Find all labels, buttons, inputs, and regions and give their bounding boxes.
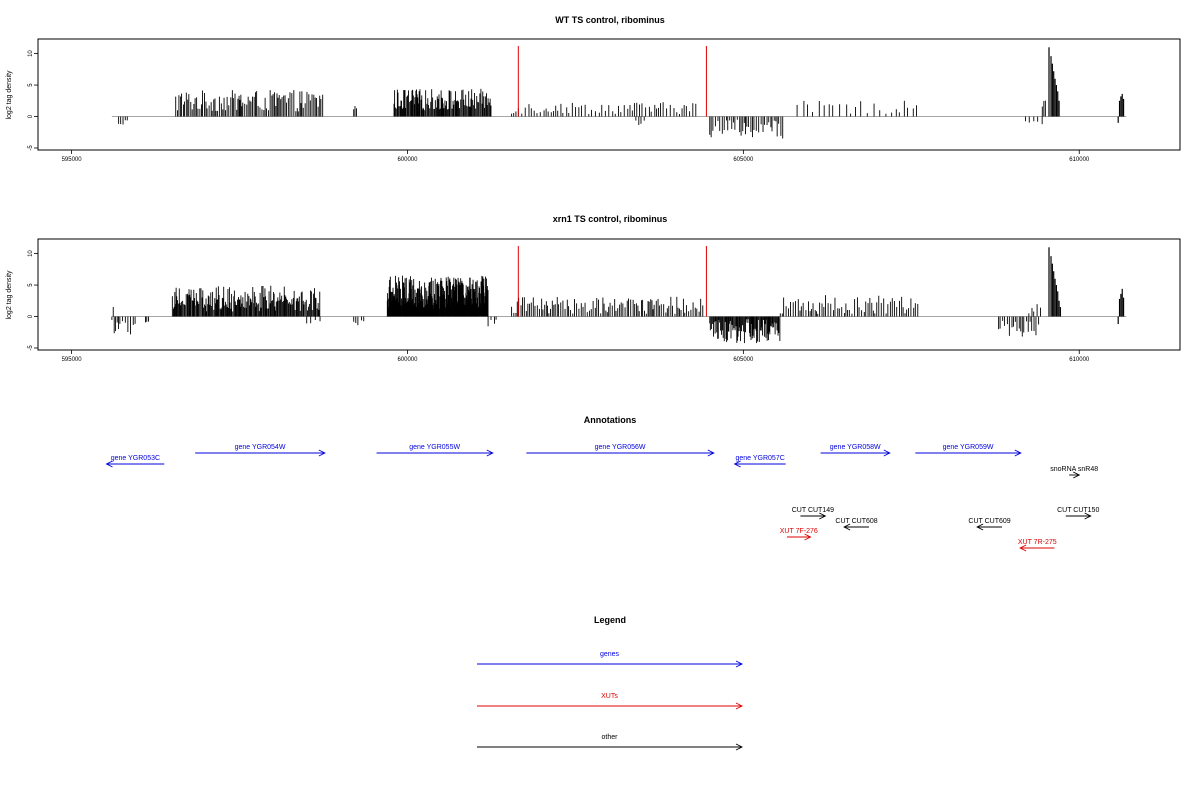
annotation-feature: gene YGR054W [195, 444, 326, 457]
feature-label: gene YGR058W [830, 444, 881, 451]
legend-label: other [602, 734, 619, 741]
legend-label: genes [600, 651, 620, 658]
y-tick-label: 10 [28, 250, 34, 257]
feature-arrow-head [1014, 449, 1022, 457]
feature-arrow-head [733, 460, 741, 468]
y-tick-label: 0 [28, 314, 34, 318]
annotation-feature: CUT CUT149 [792, 507, 834, 520]
feature-label: gene YGR056W [595, 444, 646, 451]
feature-label: CUT CUT149 [792, 507, 834, 514]
feature-arrow-head [883, 449, 891, 457]
annotation-feature: gene YGR059W [915, 444, 1022, 457]
wt-plot-frame [37, 38, 1181, 151]
legend-arrow-head [735, 660, 744, 668]
feature-arrow-head [105, 460, 113, 468]
x-tick-label: 605000 [733, 157, 754, 163]
legend-label: XUTs [601, 693, 618, 700]
y-tick-label: 5 [28, 283, 34, 287]
feature-label: gene YGR057C [735, 455, 784, 462]
xrn1-density-bars [111, 246, 1127, 344]
feature-label: CUT CUT608 [835, 518, 877, 525]
feature-arrow-head [486, 449, 494, 457]
legend-item: XUTs [477, 693, 744, 710]
annotation-feature: snoRNA snR48 [1050, 466, 1098, 479]
feature-label: XUT 7F-276 [780, 528, 818, 535]
feature-label: gene YGR055W [409, 444, 460, 451]
feature-arrow-head [1019, 544, 1027, 552]
feature-arrow-head [843, 523, 851, 531]
x-tick-label: 600000 [397, 357, 418, 363]
x-tick-label: 600000 [397, 157, 418, 163]
x-tick-label: 610000 [1069, 157, 1090, 163]
annotation-feature: gene YGR057C [733, 455, 786, 468]
annotation-feature: gene YGR053C [105, 455, 165, 468]
feature-label: CUT CUT609 [968, 518, 1010, 525]
annotation-feature: CUT CUT608 [835, 518, 878, 531]
x-tick-label: 610000 [1069, 357, 1090, 363]
feature-arrow-head [318, 449, 326, 457]
annotation-feature: gene YGR058W [820, 444, 891, 457]
wt-density-bars [111, 46, 1127, 139]
feature-label: CUT CUT150 [1057, 507, 1099, 514]
xrn1-x-ticks: 595000 600000 605000 610000 [62, 350, 1090, 363]
annotation-feature: XUT 7F-276 [780, 528, 818, 541]
feature-arrow-head [804, 533, 812, 541]
feature-arrow-head [976, 523, 984, 531]
feature-arrow-head [1084, 512, 1092, 520]
feature-arrow-head [707, 449, 715, 457]
legend-item: genes [477, 651, 744, 668]
feature-label: snoRNA snR48 [1050, 466, 1098, 473]
y-tick-label: -5 [28, 145, 34, 151]
legend-title: Legend [594, 615, 626, 625]
legend-arrow-head [735, 702, 744, 710]
xrn1-y-ticks: -5 0 5 10 [28, 250, 38, 351]
legend-arrow-head [735, 743, 744, 751]
xrn1-panel: xrn1 TS control, ribominus log2 tag dens… [6, 214, 1181, 363]
annotation-feature: XUT 7R-275 [1018, 539, 1057, 552]
xrn1-panel-title: xrn1 TS control, ribominus [553, 214, 668, 224]
wt-y-ticks: -5 0 5 10 [28, 50, 38, 151]
legend: Legend genes XUTs other [477, 615, 744, 751]
y-tick-label: 10 [28, 50, 34, 57]
annotation-feature: gene YGR055W [376, 444, 494, 457]
xrn1-y-axis-label: log2 tag density [6, 270, 13, 320]
annotation-feature: CUT CUT609 [968, 518, 1011, 531]
legend-items: genes XUTs other [477, 651, 744, 751]
annotation-feature: gene YGR056W [526, 444, 715, 457]
y-tick-label: -5 [28, 345, 34, 351]
annotations-title: Annotations [584, 415, 637, 425]
x-tick-label: 595000 [62, 157, 83, 163]
feature-label: XUT 7R-275 [1018, 539, 1057, 546]
x-tick-label: 595000 [62, 357, 83, 363]
x-tick-label: 605000 [733, 357, 754, 363]
annotation-features: gene YGR053C gene YGR054W gene YGR055W gene… [105, 444, 1099, 552]
feature-label: gene YGR059W [943, 444, 994, 451]
wt-x-ticks: 595000 600000 605000 610000 [62, 150, 1090, 163]
annotation-feature: CUT CUT150 [1057, 507, 1099, 520]
wt-panel-title: WT TS control, ribominus [555, 15, 665, 25]
xrn1-plot-frame [37, 238, 1181, 351]
wt-panel: WT TS control, ribominus log2 tag densit… [6, 15, 1181, 163]
y-tick-label: 0 [28, 114, 34, 118]
feature-arrow-head [1073, 471, 1081, 479]
y-tick-label: 5 [28, 83, 34, 87]
wt-y-axis-label: log2 tag density [6, 70, 13, 120]
legend-item: other [477, 734, 744, 751]
feature-label: gene YGR054W [235, 444, 286, 451]
feature-label: gene YGR053C [111, 455, 160, 462]
feature-arrow-head [819, 512, 827, 520]
